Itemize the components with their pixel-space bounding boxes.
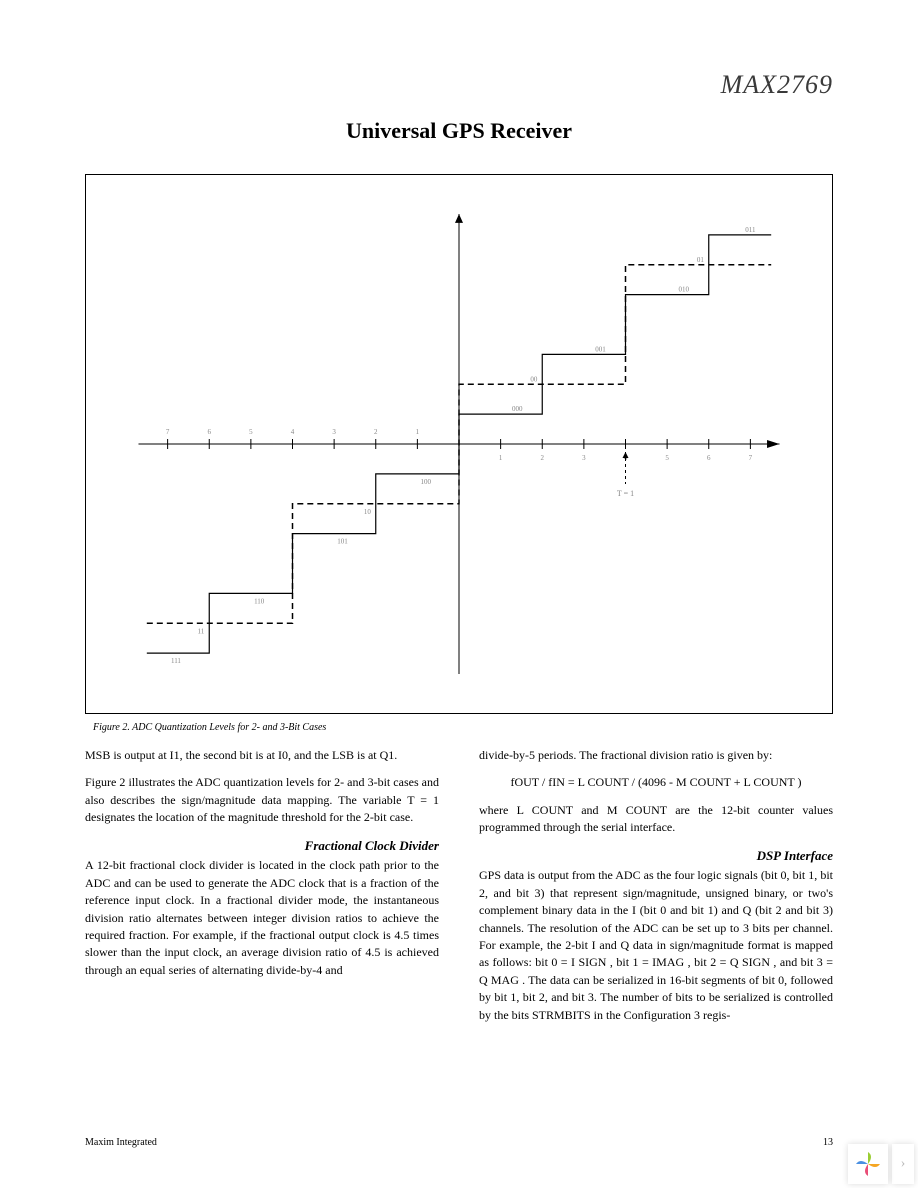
page-footer: Maxim Integrated 13 xyxy=(85,1137,833,1148)
svg-text:11: 11 xyxy=(198,627,205,635)
left-p3: A 12-bit fractional clock divider is loc… xyxy=(85,857,439,979)
svg-text:1: 1 xyxy=(499,454,503,462)
right-p3: GPS data is output from the ADC as the f… xyxy=(479,867,833,1024)
svg-text:2: 2 xyxy=(541,454,545,462)
figure-caption: Figure 2. ADC Quantization Levels for 2-… xyxy=(93,722,833,733)
svg-text:011: 011 xyxy=(745,226,756,234)
right-p1: divide-by-5 periods. The fractional divi… xyxy=(479,747,833,764)
svg-text:100: 100 xyxy=(420,478,431,486)
svg-text:001: 001 xyxy=(595,345,606,353)
nav-widget: › xyxy=(848,1144,914,1184)
svg-text:10: 10 xyxy=(364,508,372,516)
heading-fractional: Fractional Clock Divider xyxy=(85,837,439,856)
left-column: MSB is output at I1, the second bit is a… xyxy=(85,747,439,1034)
svg-text:6: 6 xyxy=(707,454,711,462)
svg-text:000: 000 xyxy=(512,405,523,413)
svg-text:7: 7 xyxy=(749,454,753,462)
body-text: MSB is output at I1, the second bit is a… xyxy=(85,747,833,1034)
svg-text:T = 1: T = 1 xyxy=(617,489,634,498)
svg-text:2: 2 xyxy=(374,428,378,436)
svg-text:7: 7 xyxy=(166,428,170,436)
svg-text:00: 00 xyxy=(530,375,538,383)
formula: fOUT / fIN = L COUNT / (4096 - M COUNT +… xyxy=(479,774,833,791)
figure-2-container: 7654321123456711111010110000000101001111… xyxy=(85,174,833,714)
part-number: MAX2769 xyxy=(85,70,833,100)
right-p2: where L COUNT and M COUNT are the 12-bit… xyxy=(479,802,833,837)
left-p1: MSB is output at I1, the second bit is a… xyxy=(85,747,439,764)
svg-text:4: 4 xyxy=(291,428,295,436)
svg-text:01: 01 xyxy=(697,256,705,264)
svg-text:5: 5 xyxy=(665,454,669,462)
page-title: Universal GPS Receiver xyxy=(85,118,833,144)
svg-text:010: 010 xyxy=(679,286,690,294)
svg-text:101: 101 xyxy=(337,538,348,546)
svg-text:111: 111 xyxy=(171,657,181,665)
svg-text:110: 110 xyxy=(254,597,265,605)
heading-dsp: DSP Interface xyxy=(479,847,833,866)
svg-text:1: 1 xyxy=(416,428,420,436)
viewer-logo-icon[interactable] xyxy=(848,1144,888,1184)
svg-text:3: 3 xyxy=(582,454,586,462)
footer-right: 13 xyxy=(823,1137,833,1148)
svg-text:3: 3 xyxy=(332,428,336,436)
footer-left: Maxim Integrated xyxy=(85,1137,157,1148)
svg-text:5: 5 xyxy=(249,428,253,436)
svg-text:6: 6 xyxy=(208,428,212,436)
right-column: divide-by-5 periods. The fractional divi… xyxy=(479,747,833,1034)
left-p2: Figure 2 illustrates the ADC quantizatio… xyxy=(85,774,439,826)
next-page-button[interactable]: › xyxy=(892,1144,914,1184)
quantization-chart: 7654321123456711111010110000000101001111… xyxy=(86,175,832,713)
